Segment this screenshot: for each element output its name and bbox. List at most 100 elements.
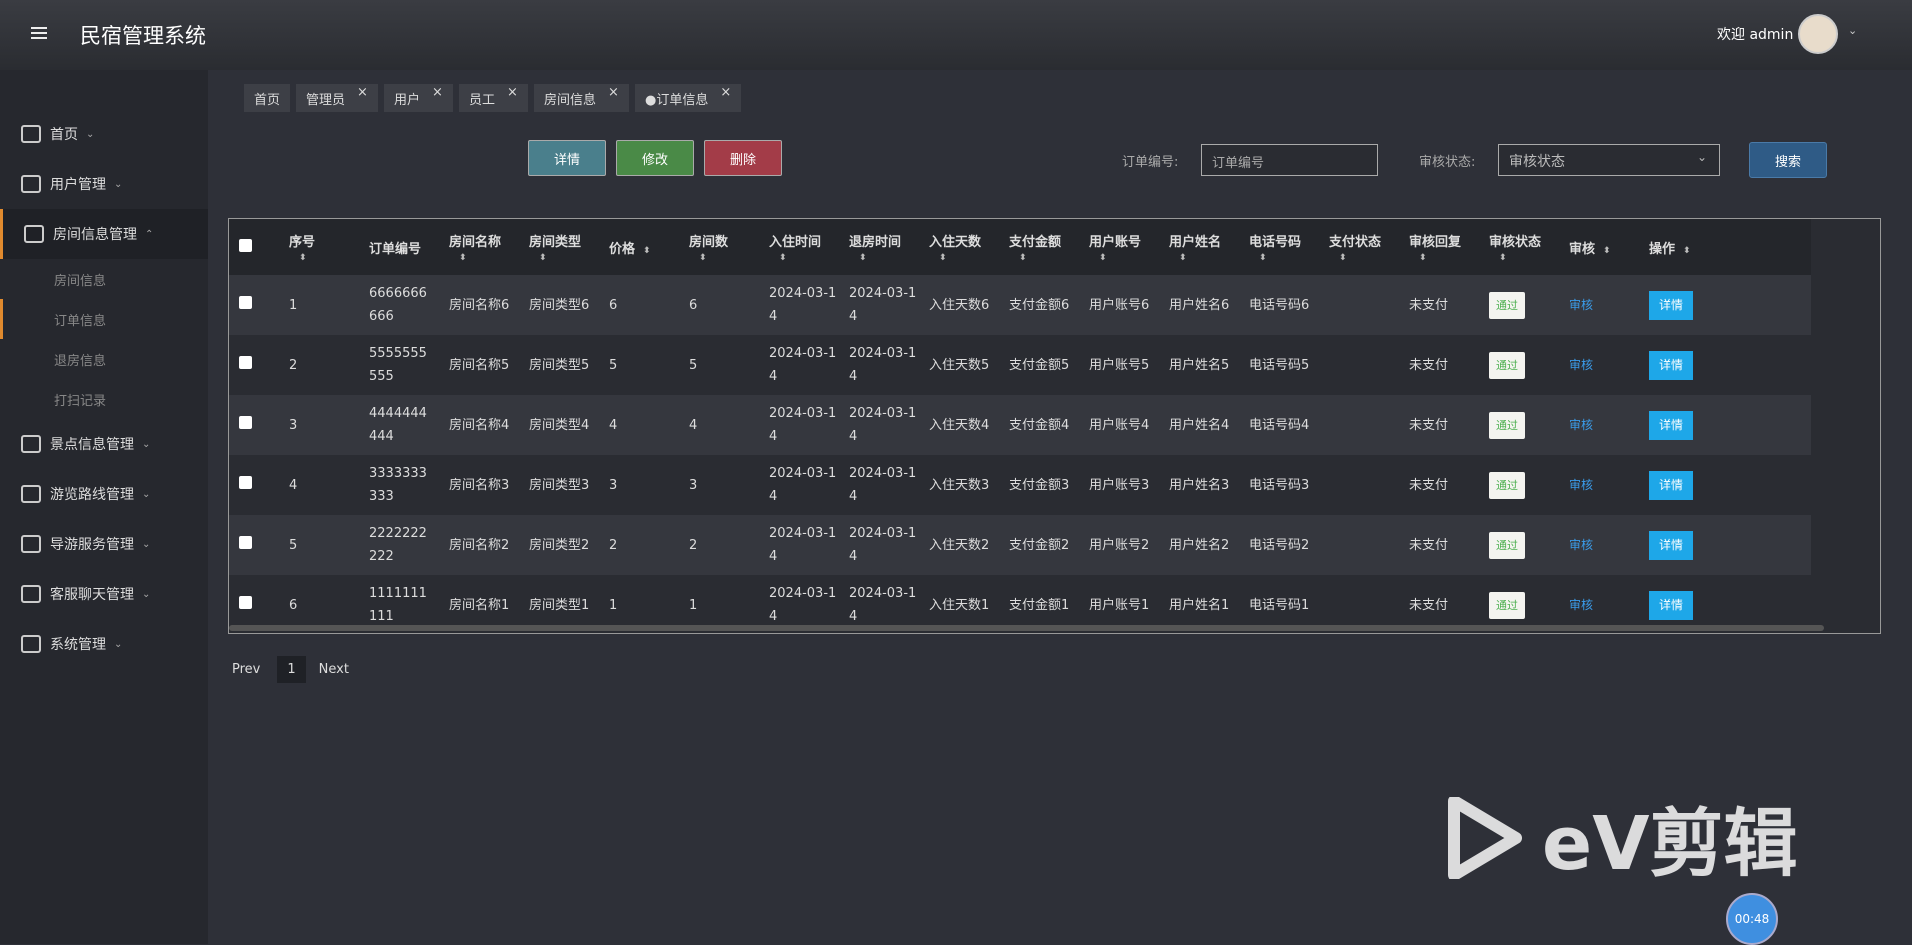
detail-button[interactable]: 详情 (1649, 470, 1694, 500)
sort-icon[interactable]: ⬍ (1603, 245, 1611, 256)
status-placeholder: 审核状态 (1509, 154, 1565, 170)
submenu-item[interactable]: 打扫记录 (54, 393, 107, 409)
header-cell: 入住天数 ⬍ (921, 219, 1001, 275)
sort-icon[interactable]: ⬍ (1339, 253, 1347, 263)
tab-close[interactable]: × (608, 84, 619, 100)
welcome[interactable]: 欢迎 admin (1717, 27, 1794, 43)
cell-text: 未支付 (1409, 417, 1449, 433)
audit-link[interactable]: 审核 (1569, 537, 1594, 552)
status-label: 审核状态: (1419, 155, 1476, 170)
status-select[interactable]: 审核状态 ⌄ (1498, 144, 1720, 176)
menu-label: 用户管理 (50, 177, 106, 193)
action-button[interactable]: 详情 (528, 140, 606, 176)
cell: 2024-03-14 (841, 515, 921, 575)
search-button[interactable]: 搜索 (1749, 142, 1827, 178)
submenu-item[interactable]: 订单信息 (0, 299, 208, 339)
sort-icon[interactable]: ⬍ (939, 253, 947, 263)
detail-button[interactable]: 详情 (1649, 350, 1694, 380)
checkbox[interactable] (239, 238, 252, 252)
sort-icon[interactable]: ⬍ (1019, 253, 1027, 263)
tab[interactable]: 房间信息 × (534, 84, 629, 112)
menu-label: 景点信息管理 (50, 437, 134, 453)
detail-button[interactable]: 详情 (1649, 590, 1694, 620)
checkbox[interactable] (239, 535, 252, 549)
tab-close[interactable]: × (720, 84, 732, 100)
action-button[interactable]: 删除 (704, 140, 782, 176)
checkbox[interactable] (239, 355, 252, 369)
cell: 2 (281, 335, 361, 395)
audit-link[interactable]: 审核 (1569, 417, 1594, 432)
menu-item[interactable]: 导游服务管理 ⌄ (0, 519, 208, 569)
checkbox[interactable] (239, 475, 252, 489)
sort-icon[interactable]: ⬍ (459, 253, 467, 263)
cell: 5 (281, 515, 361, 575)
cell: 房间名称3 (441, 455, 521, 515)
sort-icon[interactable]: ⬍ (859, 253, 867, 263)
avatar[interactable] (1798, 14, 1838, 54)
cell (1321, 275, 1401, 335)
dropdown-arrow[interactable]: ⌄ (1848, 24, 1858, 37)
sort-icon[interactable]: ⬍ (539, 253, 547, 263)
page[interactable]: 1 (277, 656, 306, 683)
audit-link[interactable]: 审核 (1569, 597, 1594, 612)
cell-text: 3 (689, 477, 698, 493)
menu-item[interactable]: 客服聊天管理 ⌄ (0, 569, 208, 619)
cell-text: 3 (609, 477, 618, 493)
column-label: 价格 (609, 241, 636, 257)
tab[interactable]: 用户 × (384, 84, 453, 112)
tab-close[interactable]: × (357, 84, 368, 100)
tab[interactable]: 员工 × (459, 84, 528, 112)
cell-text: 用户账号2 (1089, 537, 1150, 553)
tab[interactable]: 管理员 × (296, 84, 378, 112)
cell: 未支付 (1401, 515, 1481, 575)
cell: 1 (601, 575, 681, 633)
sort-icon[interactable]: ⬍ (1419, 253, 1427, 263)
tab[interactable]: ●订单信息 × (635, 84, 742, 112)
cell: 未支付 (1401, 275, 1481, 335)
order-input[interactable]: 订单编号 (1201, 144, 1378, 176)
menu-toggle[interactable] (31, 27, 47, 39)
status-badge: 通过 (1489, 291, 1525, 319)
menu-item[interactable]: 首页 ⌄ (0, 109, 208, 159)
checkbox[interactable] (239, 415, 252, 429)
detail-button[interactable]: 详情 (1649, 410, 1694, 440)
sort-icon[interactable]: ⬍ (1099, 253, 1107, 263)
sort-icon[interactable]: ⬍ (1259, 253, 1267, 263)
sort-icon[interactable]: ⬍ (1179, 253, 1187, 263)
sort-icon[interactable]: ⬍ (1683, 245, 1691, 256)
submenu-item[interactable]: 房间信息 (54, 273, 107, 289)
next[interactable]: Next (318, 662, 349, 677)
audit-link[interactable]: 审核 (1569, 477, 1594, 492)
menu-item[interactable]: 游览路线管理 ⌄ (0, 469, 208, 519)
menu-item[interactable]: 房间信息管理 ⌃ (0, 209, 208, 259)
menu-item[interactable]: 系统管理 ⌄ (0, 619, 208, 669)
sort-icon[interactable]: ⬍ (699, 253, 707, 263)
column-label: 操作 (1649, 241, 1676, 257)
checkbox[interactable] (239, 595, 252, 609)
detail-button[interactable]: 详情 (1649, 290, 1694, 320)
menu-item[interactable]: 景点信息管理 ⌄ (0, 419, 208, 469)
sort-icon[interactable]: ⬍ (299, 253, 307, 263)
detail-button[interactable]: 详情 (1649, 530, 1694, 560)
cell: 支付金额5 (1001, 335, 1081, 395)
menu-item[interactable]: 用户管理 ⌄ (0, 159, 208, 209)
column-label: 订单编号 (369, 241, 422, 257)
cell: 支付金额2 (1001, 515, 1081, 575)
header-cell: 入住时间 ⬍ (761, 219, 841, 275)
submenu-item[interactable]: 退房信息 (54, 353, 107, 369)
action-button[interactable]: 修改 (616, 140, 694, 176)
audit-link[interactable]: 审核 (1569, 297, 1594, 312)
sort-icon[interactable]: ⬍ (1499, 253, 1507, 263)
tab-close[interactable]: × (507, 84, 518, 100)
audit-link[interactable]: 审核 (1569, 357, 1594, 372)
checkbox[interactable] (239, 295, 252, 309)
cell (1321, 395, 1401, 455)
sort-icon[interactable]: ⬍ (643, 245, 651, 256)
prev[interactable]: Prev (232, 662, 261, 677)
cell: 3333333333 (361, 455, 441, 515)
tab[interactable]: 首页 (244, 84, 291, 112)
tab-close[interactable]: × (432, 84, 443, 100)
sort-icon[interactable]: ⬍ (779, 253, 787, 263)
header-cell: 审核 ⬍ (1561, 219, 1641, 275)
cell-text: 2024-03-14 (769, 586, 837, 624)
